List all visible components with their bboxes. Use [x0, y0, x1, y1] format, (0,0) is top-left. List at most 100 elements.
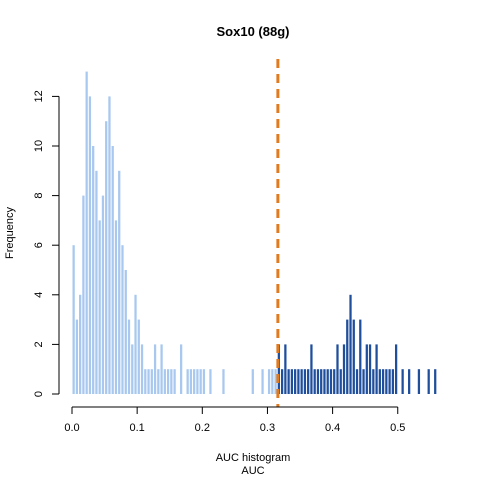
histogram-bar: [160, 344, 163, 394]
histogram-bar: [339, 369, 342, 394]
histogram-bar: [199, 369, 202, 394]
histogram-bar: [274, 369, 277, 394]
histogram-bar: [346, 319, 349, 394]
histogram-bar: [170, 369, 173, 394]
histogram-bar: [124, 270, 127, 394]
histogram-bar: [267, 369, 271, 394]
y-tick-label: 12: [33, 90, 45, 102]
histogram-bar: [82, 195, 85, 394]
histogram-bar: [144, 369, 147, 394]
histogram-bar: [394, 344, 398, 394]
bars-above-threshold: [277, 294, 437, 394]
x-axis-title: AUC histogram: [216, 452, 291, 464]
y-tick-label: 4: [33, 292, 45, 298]
histogram-bar: [408, 369, 411, 394]
histogram-bar: [92, 146, 95, 394]
histogram-bar: [316, 369, 320, 394]
histogram-bar: [251, 369, 254, 394]
x-axis: 0.0 0.1 0.2 0.3 0.4 0.5: [64, 406, 405, 434]
histogram-bar: [137, 319, 140, 394]
histogram-bar: [365, 344, 368, 394]
histogram-bar: [222, 369, 225, 394]
histogram-bar: [290, 369, 294, 394]
histogram-bar: [186, 369, 189, 394]
histogram-bar: [157, 369, 160, 394]
histogram-bar: [355, 369, 359, 394]
histogram-bar: [300, 369, 303, 394]
histogram-bar: [271, 369, 274, 394]
histogram-bar: [108, 96, 111, 395]
histogram-bar: [118, 170, 121, 394]
y-axis-title: Frequency: [4, 207, 16, 259]
histogram-bar: [209, 369, 212, 394]
histogram-bar: [352, 319, 355, 394]
histogram-bar: [180, 344, 183, 394]
y-tick-label: 10: [33, 140, 45, 152]
histogram-bar: [163, 369, 166, 394]
histogram-bar: [105, 121, 108, 394]
histogram-bar: [72, 245, 75, 394]
x-tick-label: 0.2: [195, 422, 210, 434]
histogram-bar: [326, 369, 329, 394]
histogram-bar: [297, 369, 300, 394]
chart-title: Sox10 (88g): [217, 24, 290, 39]
histogram-bar: [375, 344, 378, 394]
histogram-bar: [401, 369, 404, 394]
histogram-bar: [323, 369, 326, 394]
histogram-bar: [320, 369, 323, 394]
y-tick-label: 0: [33, 391, 45, 397]
histogram-bar: [303, 369, 307, 394]
histogram-bar: [385, 369, 388, 394]
histogram-bar: [307, 369, 310, 394]
x-tick-label: 0.4: [325, 422, 340, 434]
histogram-bar: [427, 369, 430, 394]
histogram-bar: [359, 319, 362, 394]
histogram-bar: [349, 294, 352, 394]
histogram-bar: [166, 369, 170, 394]
histogram-bar: [153, 344, 157, 394]
x-tick-label: 0.5: [390, 422, 405, 434]
histogram-bar: [114, 220, 118, 394]
histogram-bar: [150, 369, 153, 394]
bars-below-threshold: [72, 71, 277, 395]
y-tick-label: 8: [33, 193, 45, 199]
x-tick-label: 0.3: [260, 422, 275, 434]
histogram-bar: [372, 369, 375, 394]
histogram-bar: [329, 369, 333, 394]
histogram-bar: [261, 369, 264, 394]
histogram-bar: [310, 344, 313, 394]
histogram-bar: [111, 146, 114, 394]
histogram-bar: [294, 369, 297, 394]
histogram-bar: [287, 369, 290, 394]
histogram-bar: [284, 344, 287, 394]
histogram-bar: [127, 319, 131, 394]
x-tick-label: 0.0: [64, 422, 79, 434]
histogram-bar: [121, 245, 124, 394]
histogram-bar: [362, 369, 365, 394]
histogram-bar: [95, 170, 98, 394]
histogram-bar: [98, 220, 101, 394]
histogram-bar: [277, 344, 280, 394]
histogram-bar: [85, 71, 88, 394]
histogram-bar: [196, 369, 199, 394]
histogram-bar: [173, 369, 176, 394]
x-axis-subtitle: AUC: [241, 465, 264, 477]
histogram-bar: [378, 369, 381, 394]
histogram-bar: [313, 369, 316, 394]
histogram-bar: [140, 344, 144, 394]
histogram-bar: [336, 344, 339, 394]
y-tick-label: 6: [33, 242, 45, 248]
histogram-bar: [368, 344, 372, 394]
histogram-bar: [417, 369, 421, 394]
histogram-bar: [101, 195, 105, 394]
y-tick-label: 2: [33, 341, 45, 347]
x-tick-label: 0.1: [130, 422, 145, 434]
histogram-bar: [202, 369, 206, 394]
histogram-bar: [147, 369, 150, 394]
histogram-bar: [75, 319, 79, 394]
histogram-bar: [189, 369, 193, 394]
histogram-bar: [131, 344, 134, 394]
histogram-bar: [388, 369, 391, 394]
histogram-bar: [434, 369, 437, 394]
